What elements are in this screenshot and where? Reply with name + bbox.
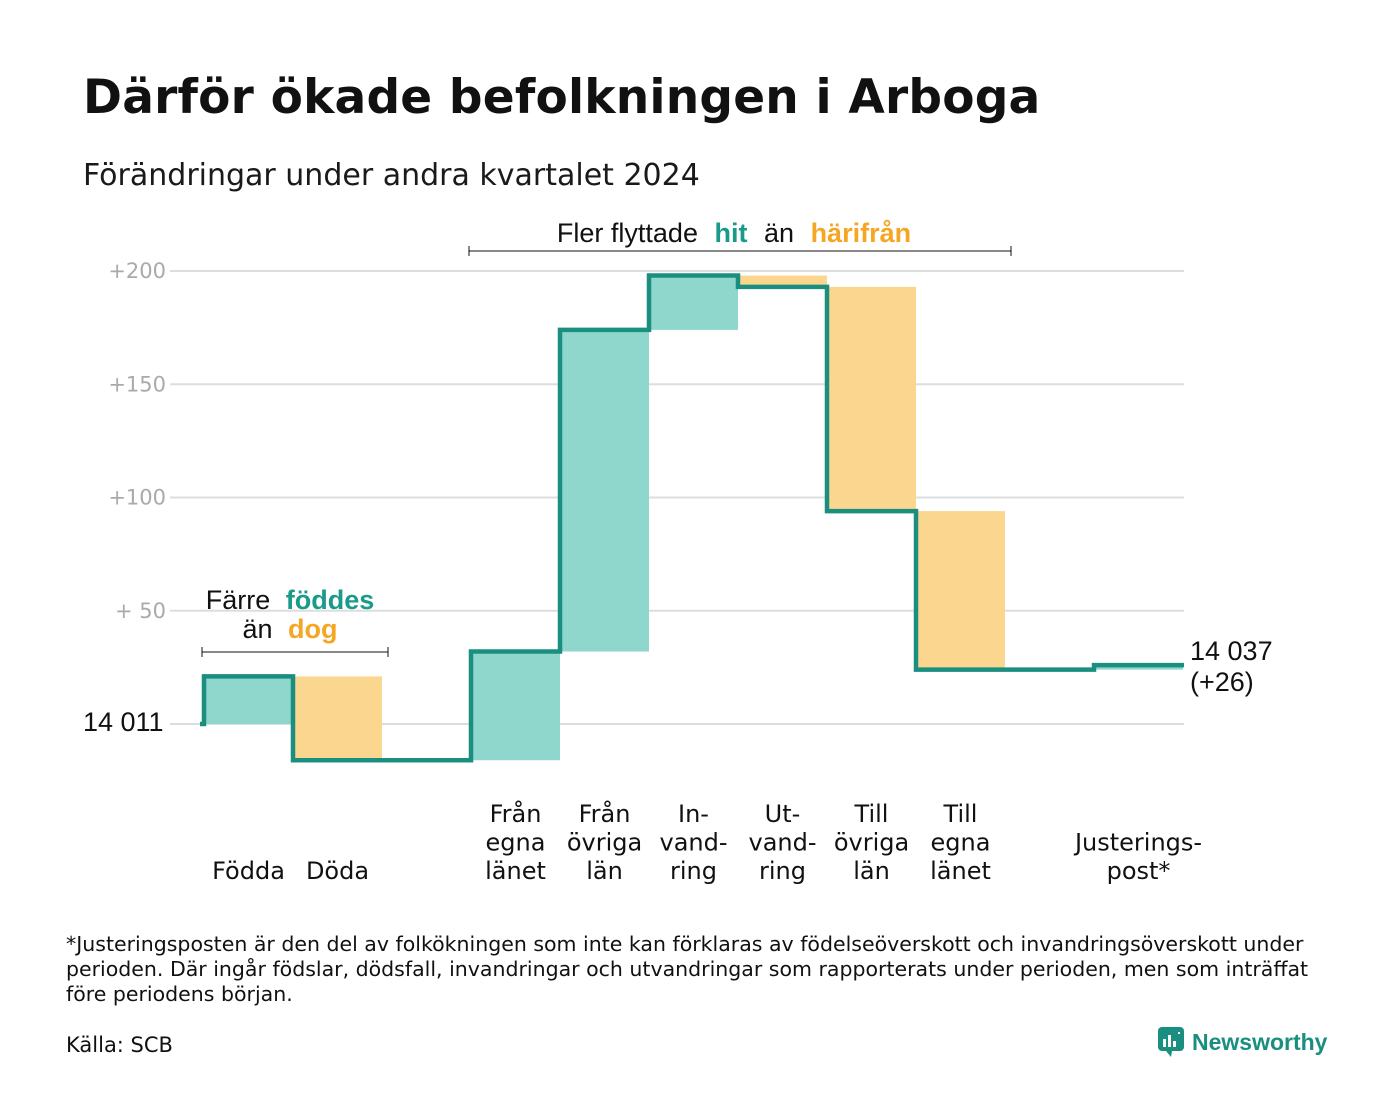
category-label: Döda	[306, 857, 369, 885]
deaths-annotation-highlight: dog	[288, 614, 337, 644]
svg-text:Färre föddes: Färre föddes	[206, 585, 375, 615]
bar-frånegnalänet	[471, 651, 560, 761]
grid-lines: +200 +150 +100 + 50	[108, 259, 1184, 725]
migration-annotation-text: Fler flyttade	[557, 218, 698, 248]
cumulative-line	[200, 273, 1184, 763]
brand-logo[interactable]: Newsworthy	[1158, 1027, 1327, 1057]
y-tick-label: +150	[108, 372, 166, 396]
category-label: län	[586, 857, 623, 885]
category-label: övriga	[567, 829, 642, 857]
category-label: egna	[486, 829, 546, 857]
cumulative-line-path	[200, 273, 1184, 763]
births-annotation-text: Färre	[206, 585, 271, 615]
category-label: län	[853, 857, 890, 885]
category-label: ring	[670, 857, 717, 885]
bar-tillövrigalän	[827, 286, 916, 512]
migration-annotation: Fler flyttade hit än härifrån	[468, 218, 1012, 256]
y-tick-label: + 50	[115, 599, 166, 623]
migration-annotation-middle: än	[764, 218, 794, 248]
chart-subtitle: Förändringar under andra kvartalet 2024	[83, 158, 700, 193]
category-label: ring	[759, 857, 806, 885]
category-label: länet	[930, 857, 991, 885]
svg-text:Fler flyttade hit: Fler flyttade hit än härifrån	[557, 218, 911, 248]
births-annotation: Färre föddes än dog	[201, 585, 389, 657]
category-label: egna	[931, 829, 991, 857]
category-label: Från	[490, 799, 542, 828]
end-change-label: (+26)	[1190, 667, 1254, 697]
bar-utvandring	[738, 275, 827, 287]
bar-invandring	[649, 275, 738, 330]
category-label: Ut-	[765, 800, 801, 828]
source-label: Källa: SCB	[66, 1033, 173, 1057]
waterfall-chart: +200+150+100+ 50 Födda DödaFrånegnalänetF…	[83, 218, 1273, 885]
labels: Födda DödaFrånegnalänetFrånövrigalänIn-va…	[212, 799, 1202, 885]
bar-frånövrigalän	[560, 329, 649, 652]
migration-annotation-highlight-out: härifrån	[811, 218, 912, 248]
category-label: vand-	[659, 829, 727, 857]
births-annotation-text-2: än	[242, 614, 272, 644]
migration-annotation-highlight-in: hit	[714, 218, 747, 248]
y-tick-label: +100	[108, 486, 166, 510]
category-label: Födda	[212, 857, 285, 885]
y-tick-label: +200	[108, 259, 166, 283]
category-label: Från	[579, 799, 631, 828]
category-label: Justerings-	[1073, 829, 1202, 857]
start-value-label: 14 011	[83, 707, 164, 737]
bar-döda	[293, 676, 382, 761]
births-annotation-highlight: föddes	[286, 585, 375, 615]
chart-title: Därför ökade befolkningen i Arboga	[83, 70, 1041, 125]
end-value-label: 14 037	[1190, 636, 1273, 666]
category-label: In-	[678, 800, 709, 828]
category-label: vand-	[748, 829, 816, 857]
category-label: övriga	[834, 829, 909, 857]
bar-födda	[204, 676, 293, 724]
category-label: post*	[1107, 857, 1171, 885]
category-label: Till	[943, 800, 978, 828]
bar-justeringspost	[1094, 665, 1183, 670]
newsworthy-logo-icon	[1158, 1027, 1184, 1057]
brand-name: Newsworthy	[1192, 1028, 1328, 1055]
bar-tillegnalänet	[916, 511, 1005, 670]
category-label: länet	[485, 857, 546, 885]
category-label: Till	[854, 800, 889, 828]
svg-text:än dog: än dog	[242, 614, 337, 644]
bars	[204, 275, 1183, 761]
footnote: *Justeringsposten är den del av folkökni…	[66, 932, 1309, 1006]
